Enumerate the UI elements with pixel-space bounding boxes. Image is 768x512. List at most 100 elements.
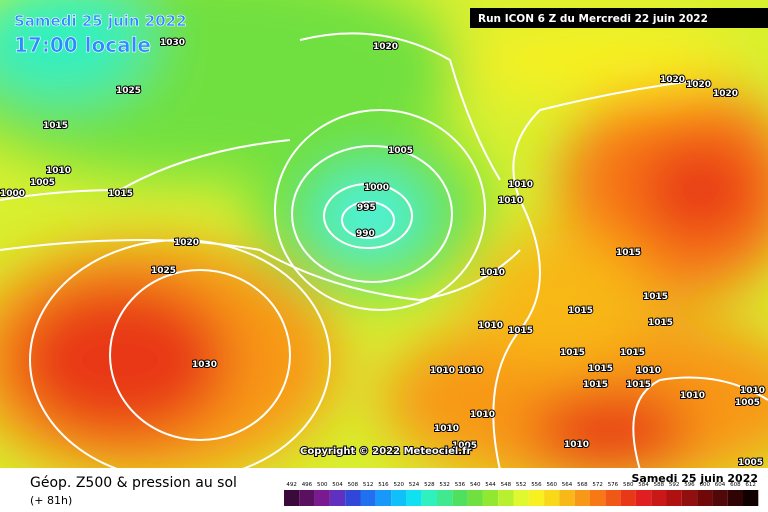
scale-swatch: [559, 490, 575, 506]
isobar-label: 1020: [686, 80, 711, 90]
isobar-label: 1015: [648, 318, 673, 328]
scale-label: 512: [363, 482, 374, 488]
scale-swatch: [406, 490, 422, 506]
scale-swatch: [651, 490, 667, 506]
isobar-label: 1005: [388, 146, 413, 156]
isobar-label: 1030: [192, 360, 217, 370]
scale-swatch: [727, 490, 743, 506]
scale-swatch: [574, 490, 590, 506]
scale-swatch: [482, 490, 499, 506]
isobar-label: 1000: [0, 189, 25, 199]
isobar-label: 1015: [568, 306, 593, 316]
isobar-label: 1020: [660, 75, 685, 85]
isobar-label: 1010: [434, 424, 459, 434]
isobar-label: 1010: [480, 268, 505, 278]
isobar-label: 1015: [616, 248, 641, 258]
scale-label: 496: [302, 482, 313, 488]
scale-swatch: [314, 490, 330, 506]
scale-label: 584: [638, 482, 649, 488]
isobar-label: 1010: [478, 321, 503, 331]
scale-label: 540: [470, 482, 481, 488]
run-banner: [470, 8, 768, 28]
isobar-label: 1010: [470, 410, 495, 420]
isobar-label: 1010: [430, 366, 455, 376]
scale-label: 548: [501, 482, 512, 488]
scale-label: 528: [424, 482, 435, 488]
scale-swatch: [544, 490, 560, 506]
scale-label: 500: [317, 482, 328, 488]
scale-label: 608: [730, 482, 741, 488]
scale-label: 532: [439, 482, 450, 488]
scale-label: 492: [286, 482, 297, 488]
footer-title: Géop. Z500 & pression au sol: [30, 475, 237, 491]
isobar-label: 1010: [508, 180, 533, 190]
isobar-label: 1010: [740, 386, 765, 396]
scale-swatch: [360, 490, 376, 506]
scale-label: 588: [654, 482, 665, 488]
scale-label: 592: [669, 482, 680, 488]
isobar-label: 1010: [458, 366, 483, 376]
isobar-label: 1005: [30, 178, 55, 188]
scale-label: 536: [455, 482, 466, 488]
isobar-label: 1015: [560, 348, 585, 358]
scale-label: 604: [715, 482, 726, 488]
scale-swatch: [421, 490, 437, 506]
scale-swatch: [697, 490, 713, 506]
scale-swatch: [635, 490, 652, 506]
scale-swatch: [284, 490, 300, 506]
date-text: Samedi 25 juin 2022: [14, 12, 187, 30]
scale-label: 576: [608, 482, 619, 488]
isobar-label: 1015: [588, 364, 613, 374]
scale-label: 568: [577, 482, 588, 488]
copyright: Copyright © 2022 Meteociel.fr: [300, 446, 471, 457]
scale-label: 508: [348, 482, 359, 488]
isobar-label: 1025: [116, 86, 141, 96]
scale-swatch: [467, 490, 483, 506]
isobar-label: 1005: [738, 458, 763, 468]
time-text: 17:00 locale: [14, 33, 151, 57]
scale-swatch: [452, 490, 468, 506]
scale-swatch: [329, 490, 346, 506]
isobar-label: 1015: [643, 292, 668, 302]
scale-label: 552: [516, 482, 527, 488]
isobar-label: 1030: [160, 38, 185, 48]
isobar-label: 1020: [373, 42, 398, 52]
scale-label: 556: [531, 482, 542, 488]
isobar-label: 1015: [583, 380, 608, 390]
isobar-label: 1015: [620, 348, 645, 358]
isobar-label: 995: [357, 203, 376, 213]
scale-label: 504: [332, 482, 343, 488]
isobar-label: 1010: [564, 440, 589, 450]
scale-label: 596: [684, 482, 695, 488]
isobar-label: 1010: [46, 166, 71, 176]
scale-label: 520: [394, 482, 405, 488]
scale-label: 524: [409, 482, 420, 488]
scale-label: 572: [592, 482, 603, 488]
scale-swatch: [620, 490, 636, 506]
scale-label: 516: [378, 482, 389, 488]
scale-swatch: [498, 490, 514, 506]
isobar-label: 1005: [735, 398, 760, 408]
isobar-label: 1020: [174, 238, 199, 248]
scale-swatch: [437, 490, 453, 506]
footer-date: Samedi 25 juin 2022: [631, 472, 758, 485]
run-text: Run ICON 6 Z du Mercredi 22 juin 2022: [478, 13, 708, 25]
scale-swatch: [299, 490, 315, 506]
isobar-label: 1005: [452, 441, 477, 451]
isobar-label: 1015: [108, 189, 133, 199]
isobar-label: 1025: [151, 266, 176, 276]
scale-label: 580: [623, 482, 634, 488]
scale-swatch: [605, 490, 621, 506]
isobar-label: 1010: [498, 196, 523, 206]
isobar-labels: 1030 1025 1020 1015 1010 1005 1000 1015 1020 1025…: [0, 37, 766, 469]
footer-lead: (+ 81h): [30, 494, 72, 507]
isobar-label: 1015: [43, 121, 68, 131]
isobar-label: 1010: [636, 366, 661, 376]
scale-label: 544: [485, 482, 496, 488]
scale-swatch: [345, 490, 361, 506]
scale-swatch: [590, 490, 606, 506]
scale-swatch: [513, 490, 529, 506]
scale-swatch: [712, 490, 728, 506]
isobar-label: 990: [356, 229, 375, 239]
